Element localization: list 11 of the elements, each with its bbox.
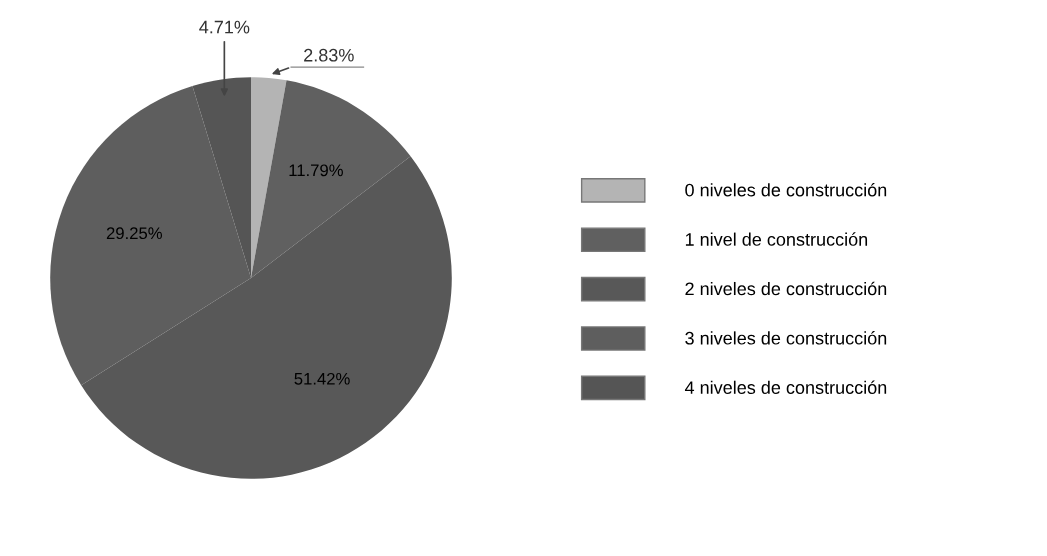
legend-label: 0 niveles de construcción	[685, 182, 887, 197]
data-label: 11.79%	[289, 164, 343, 177]
legend-label: 1 nivel de construcción	[685, 232, 868, 246]
data-label: 4.71%	[199, 20, 250, 34]
data-label: 2.83%	[304, 48, 354, 62]
legend-label: 3 niveles de construcción	[685, 331, 887, 345]
legend-label: 2 niveles de construcción	[685, 281, 887, 296]
data-label: 29.25%	[106, 227, 162, 240]
legend-label: 4 niveles de construcción	[684, 380, 887, 394]
pie-slice	[251, 77, 287, 278]
data-label: 51.42%	[294, 372, 350, 385]
